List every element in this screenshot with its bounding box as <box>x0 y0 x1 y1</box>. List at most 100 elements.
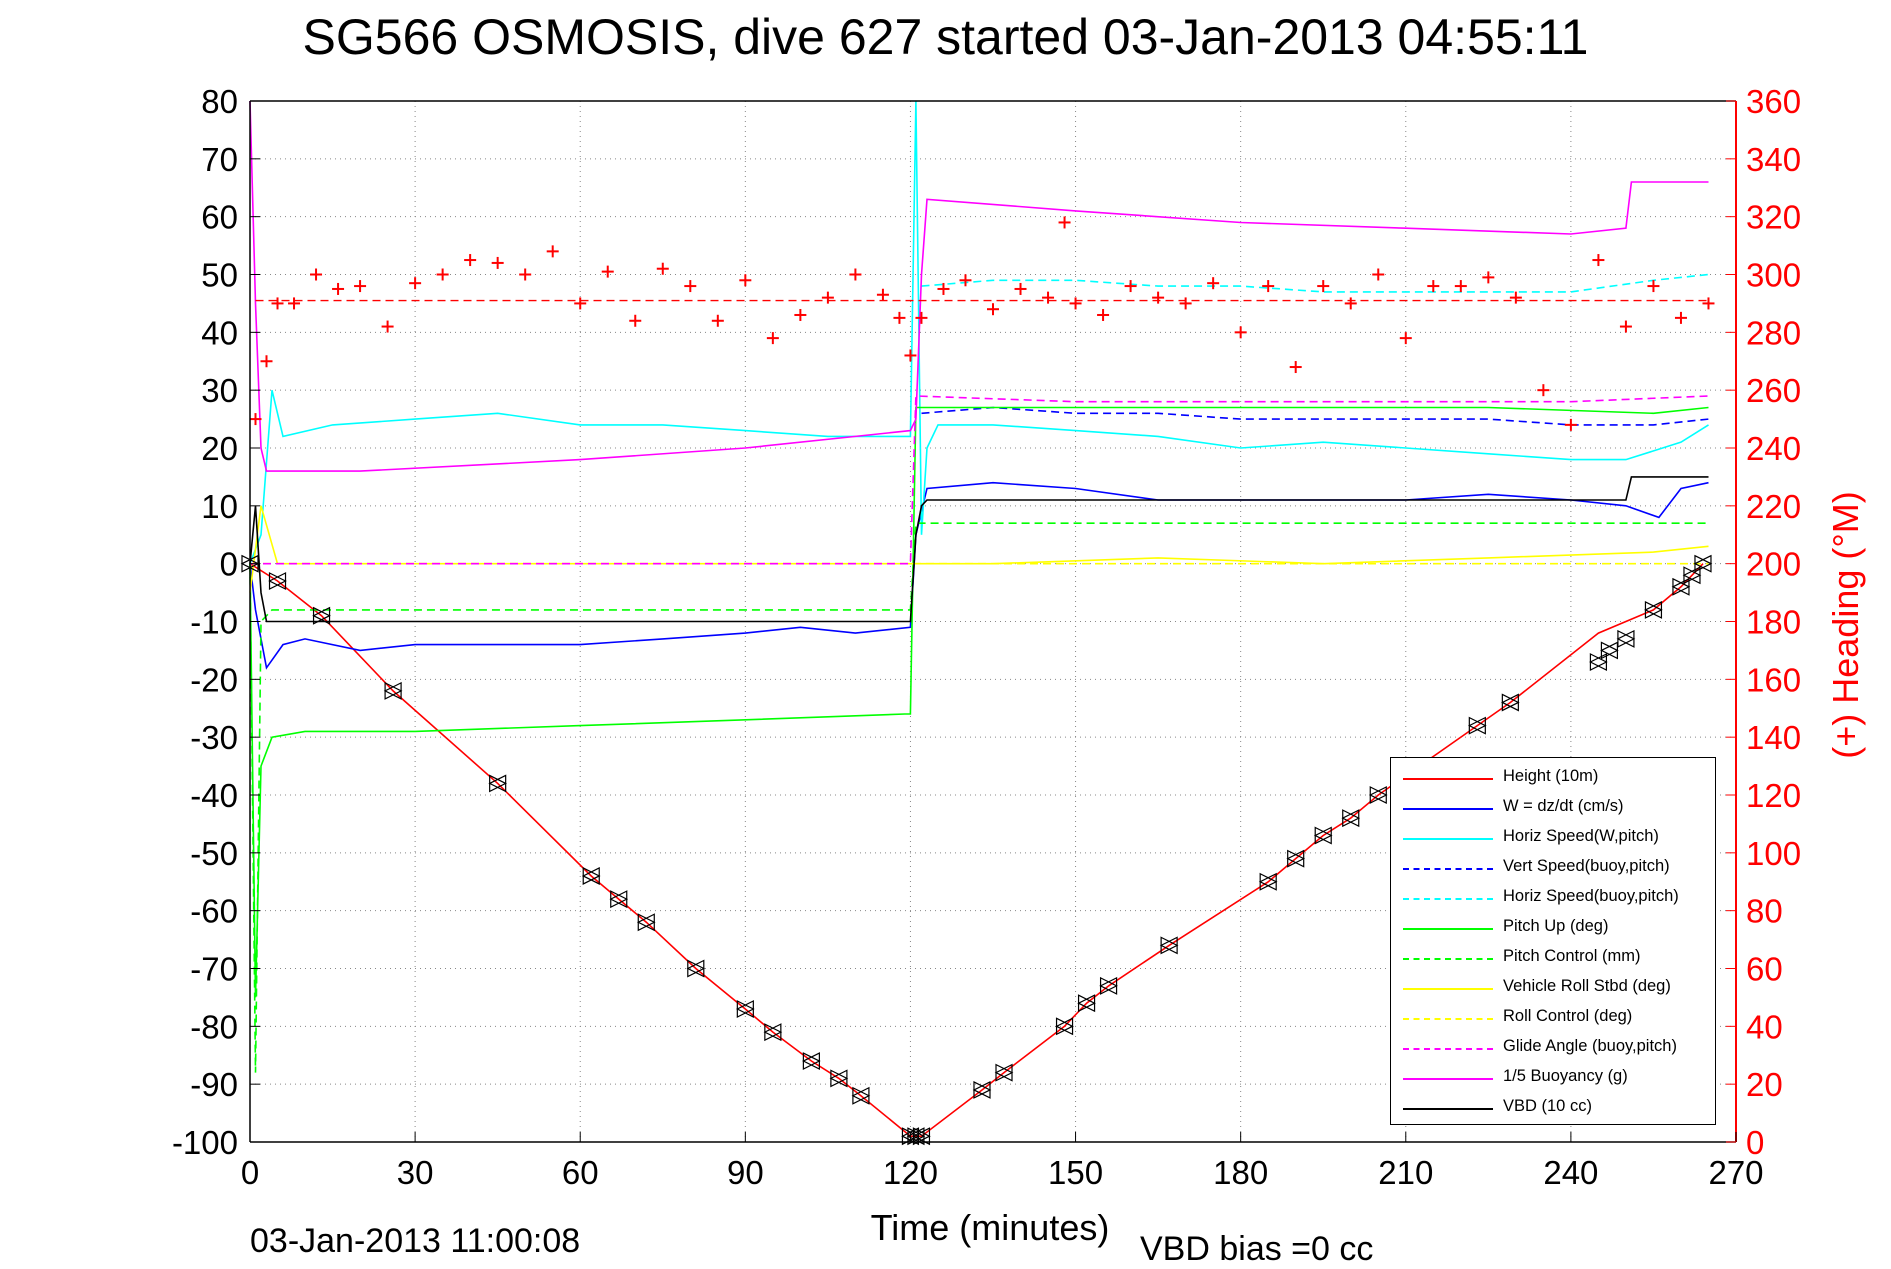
profile-marker <box>383 681 403 700</box>
legend-item: Glide Angle (buoy,pitch) <box>1391 1034 1715 1064</box>
heading-point <box>821 291 834 304</box>
legend-label: Vert Speed(buoy,pitch) <box>1503 857 1670 875</box>
profile-marker <box>1055 1017 1074 1036</box>
heading-point <box>464 254 477 267</box>
series-lines <box>249 100 1709 1137</box>
legend-swatch <box>1403 808 1493 810</box>
series-line-9 <box>250 395 1709 565</box>
y-right-tick-label: 40 <box>1746 1008 1783 1045</box>
y-right-tick-label: 220 <box>1746 488 1801 525</box>
y-tick-label: -10 <box>190 604 238 641</box>
heading-point <box>987 303 999 316</box>
profile-marker <box>1286 849 1306 868</box>
legend-label: Pitch Up (deg) <box>1503 917 1609 935</box>
legend-swatch <box>1403 838 1493 840</box>
heading-point <box>1674 311 1687 324</box>
y-right-tick-label: 80 <box>1746 893 1783 930</box>
profile-marker <box>763 1023 783 1042</box>
y-right-tick-label: 120 <box>1746 777 1801 814</box>
y-tick-label: -80 <box>190 1008 238 1045</box>
heading-point <box>519 268 532 281</box>
heading-point <box>1509 291 1522 304</box>
y-right-tick-label: 160 <box>1746 661 1801 698</box>
profile-marker <box>268 572 287 590</box>
profile-marker <box>802 1052 821 1071</box>
heading-point <box>656 262 669 275</box>
profile-marker <box>851 1086 871 1105</box>
legend-label: VBD (10 cc) <box>1503 1097 1592 1115</box>
chart-title: SG566 OSMOSIS, dive 627 started 03-Jan-2… <box>302 9 1589 65</box>
heading-point <box>1702 297 1715 310</box>
heading-point <box>893 311 906 324</box>
profile-marker <box>1589 653 1608 671</box>
legend-item: Horiz Speed(W,pitch) <box>1391 824 1715 854</box>
legend-label: Pitch Control (mm) <box>1503 947 1641 965</box>
heading-point <box>1152 291 1165 304</box>
heading-point <box>332 282 345 295</box>
legend-swatch <box>1403 1108 1493 1110</box>
heading-point <box>409 277 422 290</box>
x-tick-label: 60 <box>562 1154 599 1191</box>
heading-point <box>574 297 587 310</box>
profile-marker <box>686 959 706 978</box>
heading-point <box>1097 308 1110 321</box>
heading-point <box>601 265 614 278</box>
heading-point <box>629 314 642 327</box>
heading-point <box>1537 384 1550 397</box>
y-tick-label: 30 <box>201 372 238 409</box>
x-tick-label: 120 <box>883 1154 938 1191</box>
profile-marker <box>906 1127 926 1146</box>
profile-marker <box>1258 872 1278 891</box>
y-right-tick-label: 340 <box>1746 141 1801 178</box>
heading-point <box>794 308 807 321</box>
heading-point <box>1207 277 1220 290</box>
heading-point <box>1058 216 1071 229</box>
legend-item: Roll Control (deg) <box>1391 1004 1715 1034</box>
legend-swatch <box>1403 898 1493 900</box>
heading-point <box>1234 326 1247 339</box>
profile-marker <box>912 1127 931 1146</box>
profile-marker <box>1501 693 1520 712</box>
profile-marker <box>829 1069 849 1088</box>
y-right-tick-label: 240 <box>1746 430 1801 467</box>
legend-label: Height (10m) <box>1503 767 1599 785</box>
profile-marker <box>581 866 601 885</box>
legend-item: Horiz Speed(buoy,pitch) <box>1391 884 1715 914</box>
series-line-1 <box>249 481 1709 670</box>
profile-marker <box>312 606 331 625</box>
profile-marker <box>1644 600 1663 619</box>
heading-point <box>849 268 862 281</box>
heading-point <box>766 332 779 345</box>
heading-point <box>937 282 950 295</box>
heading-point <box>1289 361 1302 374</box>
axes <box>249 100 1737 1143</box>
heading-point <box>711 314 724 327</box>
heading-point <box>915 311 928 324</box>
legend-item: Height (10m) <box>1391 764 1715 794</box>
series-line-2 <box>249 100 1709 564</box>
legend-label: Roll Control (deg) <box>1503 1007 1633 1025</box>
y-tick-label: -100 <box>172 1124 238 1161</box>
profile-marker <box>1671 577 1691 596</box>
y-right-tick-label: 360 <box>1746 83 1801 120</box>
y-right-tick-label: 180 <box>1746 604 1801 641</box>
heading-point <box>1124 280 1137 293</box>
legend-label: Horiz Speed(buoy,pitch) <box>1503 887 1679 905</box>
height-markers <box>240 554 1713 1146</box>
y-right-tick-label: 0 <box>1746 1124 1764 1161</box>
series-line-5 <box>249 406 1709 998</box>
heading-point <box>249 413 262 426</box>
heading-point <box>1372 268 1385 281</box>
profile-marker <box>1099 976 1118 995</box>
profile-marker <box>1313 826 1333 845</box>
heading-point <box>1399 332 1412 345</box>
x-tick-label: 90 <box>727 1154 764 1191</box>
legend-swatch <box>1403 1078 1493 1080</box>
profile-marker <box>972 1080 992 1099</box>
y-tick-label: 80 <box>201 83 238 120</box>
series-line-11 <box>249 476 1709 623</box>
heading-point <box>271 297 284 310</box>
x-tick-label: 240 <box>1543 1154 1598 1191</box>
series-line-0 <box>249 563 1704 1137</box>
y-right-tick-label: 200 <box>1746 546 1801 583</box>
